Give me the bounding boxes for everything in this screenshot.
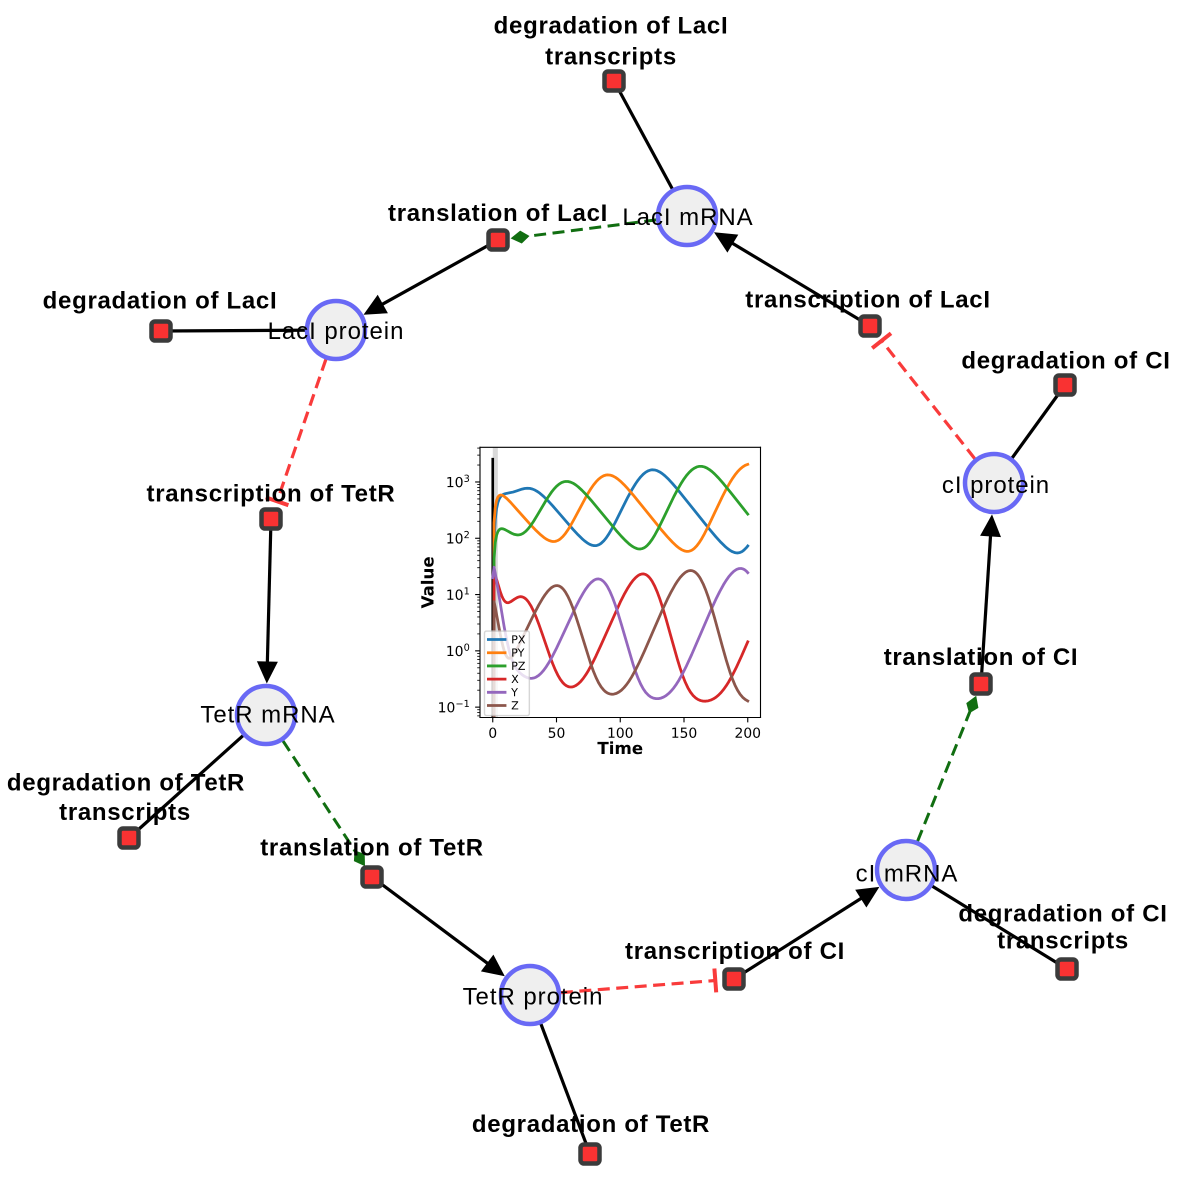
svg-text:transcription of LacI: transcription of LacI [745, 286, 990, 313]
svg-text:degradation of LacI: degradation of LacI [43, 288, 278, 315]
svg-text:degradation of LacI: degradation of LacI [494, 12, 729, 39]
svg-text:LacI mRNA: LacI mRNA [622, 204, 753, 231]
svg-text:cI mRNA: cI mRNA [856, 861, 959, 888]
svg-text:TetR mRNA: TetR mRNA [200, 701, 335, 728]
svg-text:transcripts: transcripts [997, 927, 1129, 954]
svg-text:degradation of TetR: degradation of TetR [7, 770, 245, 797]
svg-text:transcripts: transcripts [59, 799, 191, 826]
svg-text:translation of CI: translation of CI [884, 644, 1079, 671]
svg-text:degradation of TetR: degradation of TetR [472, 1111, 710, 1138]
svg-text:translation of TetR: translation of TetR [260, 835, 484, 862]
svg-text:transcripts: transcripts [545, 44, 677, 71]
svg-text:LacI protein: LacI protein [268, 318, 405, 345]
svg-text:TetR protein: TetR protein [463, 983, 604, 1010]
svg-text:degradation of CI: degradation of CI [961, 348, 1170, 375]
svg-text:transcription of CI: transcription of CI [625, 938, 845, 965]
svg-text:transcription of TetR: transcription of TetR [147, 481, 396, 508]
svg-text:cI protein: cI protein [942, 472, 1050, 499]
svg-text:degradation of CI: degradation of CI [958, 901, 1167, 928]
svg-text:translation of LacI: translation of LacI [388, 200, 608, 227]
